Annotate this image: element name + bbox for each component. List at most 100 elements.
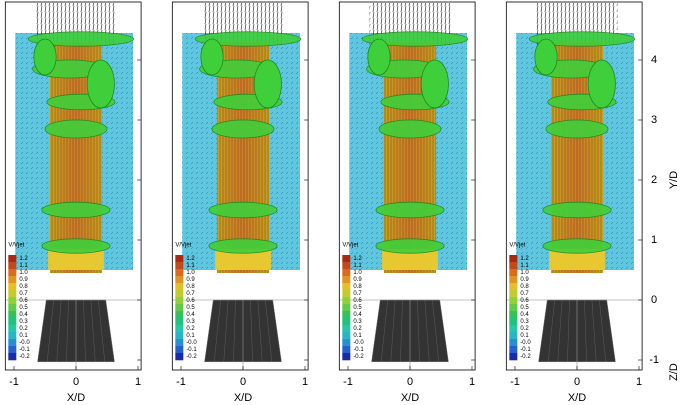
colorbar-swatch — [509, 332, 518, 340]
y-tick-label: 3 — [651, 114, 657, 126]
colorbar-swatch — [175, 346, 184, 354]
nozzle-line — [213, 299, 221, 362]
colorbar-label: -0.0 — [186, 340, 197, 346]
x-tick-label: 0 — [240, 376, 246, 388]
colorbar-swatch — [175, 318, 184, 326]
frame — [338, 1, 476, 371]
colorbar-label: 0.9 — [186, 277, 195, 283]
colorbar-label: 1.2 — [520, 256, 529, 262]
nozzle-line — [90, 299, 96, 362]
colorbar-label: 0.2 — [520, 326, 529, 332]
colorbar-label: -0.2 — [353, 354, 364, 360]
jet-exit — [382, 249, 438, 270]
colorbar-title: V/Vjet — [342, 243, 358, 249]
colorbar-label: -0.1 — [353, 347, 364, 353]
nozzle-line — [424, 299, 430, 362]
colorbar-label: 0.9 — [19, 277, 28, 283]
colorbar-swatch — [509, 290, 518, 298]
colorbar-swatch — [8, 297, 17, 305]
y-tick-label: -1 — [649, 354, 659, 366]
colorbar-swatch — [509, 304, 518, 312]
colorbar-label: -0.2 — [520, 354, 531, 360]
colorbar-label: 0.9 — [353, 277, 362, 283]
colorbar-title: V/Vjet — [8, 243, 24, 249]
vortex-blob — [33, 38, 57, 76]
vortex-blob — [534, 38, 558, 76]
colorbar-swatch — [8, 304, 17, 312]
colorbar-swatch — [175, 255, 184, 263]
nozzle-line — [265, 299, 273, 362]
colorbar-label: -0.0 — [353, 340, 364, 346]
x-tick-label: -1 — [9, 376, 19, 388]
colorbar-swatch — [175, 325, 184, 333]
colorbar-swatch — [8, 346, 17, 354]
colorbar-swatch — [342, 353, 351, 361]
nozzle-line — [547, 299, 555, 362]
colorbar-label: 0.8 — [520, 284, 529, 290]
jet-exit — [215, 249, 271, 270]
colorbar-swatch — [509, 255, 518, 263]
vortex-ring — [41, 238, 111, 254]
colorbar-label: 0.4 — [353, 312, 362, 318]
colorbar-swatch — [342, 346, 351, 354]
x-axis-label: X/D — [568, 392, 586, 404]
nozzle-line — [83, 299, 86, 362]
colorbar-label: 1.1 — [186, 263, 195, 269]
colorbar-label: 1.2 — [19, 256, 28, 262]
colorbar-label: 0.2 — [186, 326, 195, 332]
nozzle-line — [599, 299, 607, 362]
colorbar-swatch — [509, 318, 518, 326]
colorbar-swatch — [509, 269, 518, 277]
colorbar-label: 1.0 — [186, 270, 195, 276]
colorbar-swatch — [342, 304, 351, 312]
vortex-ring — [361, 31, 469, 47]
colorbar-label: 0.6 — [19, 298, 28, 304]
colorbar-swatch — [175, 276, 184, 284]
colorbar-swatch — [175, 304, 184, 312]
colorbar-swatch — [8, 339, 17, 347]
x-tick-label: -1 — [510, 376, 520, 388]
x-axis-label: X/D — [401, 392, 419, 404]
colorbar-label: 0.1 — [19, 333, 28, 339]
colorbar-label: 0.9 — [520, 277, 529, 283]
colorbar-title: V/Vjet — [509, 243, 525, 249]
vortex-blob — [86, 59, 115, 109]
colorbar-label: 0.7 — [520, 291, 529, 297]
colorbar-label: -0.2 — [186, 354, 197, 360]
colorbar-label: 0.5 — [353, 305, 362, 311]
vortex-ring — [375, 201, 445, 219]
nozzle-line — [557, 299, 563, 362]
colorbar-swatch — [175, 311, 184, 319]
colorbar-label: -0.1 — [19, 347, 30, 353]
colorbar-label: 0.8 — [353, 284, 362, 290]
x-tick-label: 1 — [302, 376, 308, 388]
colorbar-swatch — [509, 339, 518, 347]
colorbar-swatch — [175, 269, 184, 277]
colorbar-label: 0.3 — [520, 319, 529, 325]
colorbar-label: 0.5 — [19, 305, 28, 311]
x-tick-label: 0 — [574, 376, 580, 388]
nozzle-line — [380, 299, 388, 362]
colorbar-swatch — [8, 276, 17, 284]
y-tick-label: 2 — [651, 174, 657, 186]
colorbar-swatch — [175, 290, 184, 298]
nozzle-line — [233, 299, 236, 362]
colorbar-swatch — [509, 276, 518, 284]
colorbar-label: 1.0 — [520, 270, 529, 276]
nozzle-line — [432, 299, 440, 362]
panel: -1 0 1 X/D V/Vjet 1.21.11.00.90.80.70.60.50.4… — [171, 1, 309, 404]
colorbar-label: 0.4 — [19, 312, 28, 318]
vortex-blob — [587, 59, 616, 109]
x-tick-label: -1 — [343, 376, 353, 388]
colorbar-label: 0.1 — [186, 333, 195, 339]
x-tick-label: -1 — [176, 376, 186, 388]
colorbar-label: -0.1 — [520, 347, 531, 353]
colorbar-label: 0.4 — [520, 312, 529, 318]
colorbar-label: 0.5 — [186, 305, 195, 311]
colorbar-swatch — [8, 255, 17, 263]
x-tick-label: 1 — [135, 376, 141, 388]
colorbar-swatch — [175, 332, 184, 340]
colorbar-swatch — [509, 346, 518, 354]
x-tick-label: 1 — [636, 376, 642, 388]
nozzle-line — [250, 299, 253, 362]
